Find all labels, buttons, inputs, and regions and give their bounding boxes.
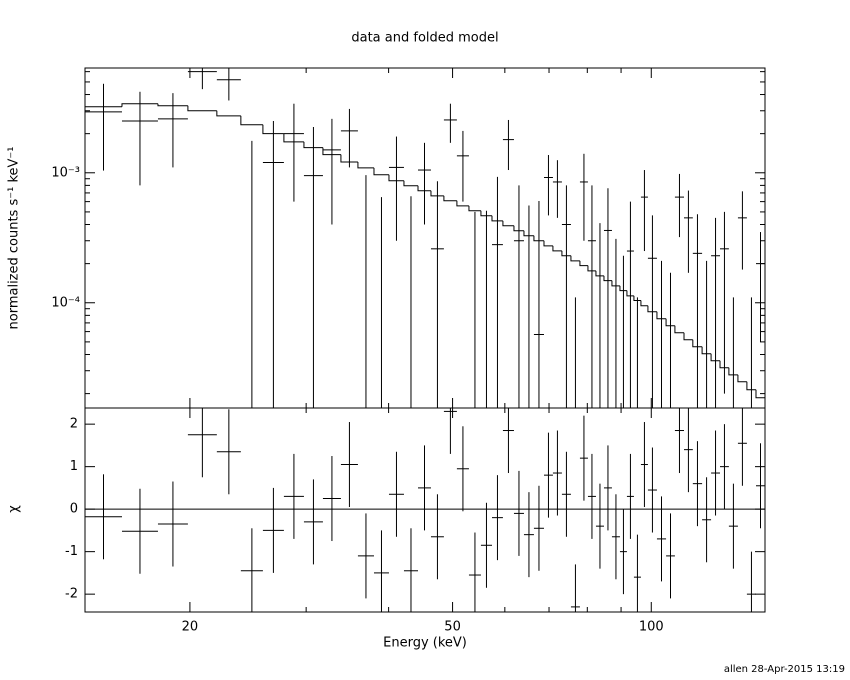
model-step — [603, 275, 612, 282]
model-step — [611, 280, 620, 287]
model-step — [357, 162, 374, 169]
x-tick-label: 20 — [182, 620, 199, 635]
y-tick-label: 0 — [70, 502, 78, 517]
model-step — [570, 255, 580, 262]
model-step — [456, 200, 469, 207]
model-step — [619, 285, 627, 292]
model-step — [552, 245, 562, 252]
x-tick-label: 50 — [444, 620, 461, 635]
model-step — [283, 133, 304, 143]
y-tick-label: -1 — [65, 544, 78, 559]
model-step — [640, 300, 648, 307]
model-step — [240, 115, 263, 126]
model-step — [513, 225, 524, 232]
model-step — [216, 110, 241, 117]
y-tick-label: -2 — [65, 587, 78, 602]
model-step — [719, 360, 729, 369]
model-step — [417, 185, 431, 192]
model-step — [388, 174, 404, 182]
chart-title: data and folded model — [351, 31, 498, 46]
model-step — [543, 240, 553, 247]
model-step — [626, 290, 634, 297]
model-step — [157, 103, 188, 107]
model-step — [755, 389, 765, 399]
model-step — [692, 339, 703, 348]
model-step — [647, 305, 657, 313]
model-step — [683, 332, 693, 341]
model-step — [187, 105, 217, 112]
model-step — [480, 210, 492, 217]
model-step — [579, 260, 588, 267]
residual-axis-label: χ — [7, 505, 22, 513]
y-tick-label: 10⁻⁴ — [51, 295, 80, 310]
y-tick-label: 1 — [70, 459, 78, 474]
y-axis-label: normalized counts s⁻¹ keV⁻¹ — [7, 147, 22, 330]
model-step — [746, 381, 756, 391]
model-step — [710, 353, 721, 362]
y-tick-label: 10⁻³ — [51, 165, 80, 180]
model-step — [303, 141, 323, 149]
model-step — [468, 205, 481, 212]
model-step — [656, 311, 667, 320]
model-step — [502, 220, 514, 227]
model-step — [491, 215, 503, 222]
model-step — [737, 374, 747, 383]
model-step — [340, 154, 358, 163]
model-step — [587, 265, 596, 272]
model-step — [665, 318, 675, 327]
model-step — [701, 346, 712, 355]
model-step — [728, 367, 738, 376]
model-step — [674, 325, 685, 334]
model-step — [262, 124, 284, 135]
footer: allen 28-Apr-2015 13:19 — [724, 664, 845, 675]
model-step — [533, 235, 544, 242]
x-axis-label: Energy (keV) — [383, 636, 467, 651]
model-step — [595, 270, 604, 277]
model-step — [322, 147, 341, 156]
bottom-frame — [84, 407, 766, 613]
model-step — [443, 195, 457, 202]
y-tick-label: 2 — [70, 417, 78, 432]
model-step — [403, 180, 419, 187]
model-step — [373, 167, 389, 176]
model-step — [121, 103, 158, 107]
model-step — [561, 250, 571, 257]
model-step — [633, 295, 641, 302]
model-step — [523, 230, 534, 237]
x-tick-label: 100 — [639, 620, 664, 635]
model-step — [430, 190, 444, 197]
